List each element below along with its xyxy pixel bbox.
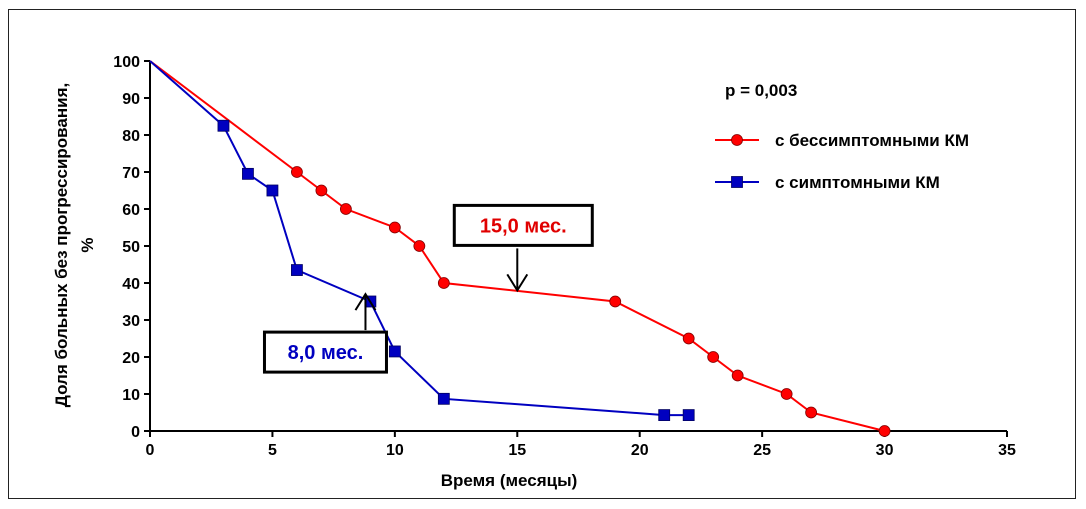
legend-marker [731,134,743,146]
y-tick-label: 70 [122,165,140,182]
y-axis-label-unit: % [78,237,97,252]
y-tick-label: 10 [122,387,140,404]
annotation-label: 8,0 мес. [288,342,364,364]
y-tick-label: 90 [122,91,140,108]
data-point [437,277,450,289]
annotation-box [452,203,594,247]
x-tick-label: 0 [146,442,155,459]
x-tick-label: 5 [268,442,277,459]
data-point [388,345,401,358]
y-tick-label: 30 [122,313,140,330]
y-tick-label: 20 [122,350,140,367]
annotation-arrowhead [506,273,529,293]
x-axis-label: Время (месяцы) [441,471,578,490]
data-point [780,388,793,400]
chart: p = 0,003 Время (месяцы) Доля больных бе… [52,54,1016,490]
data-point [609,295,622,308]
data-point [731,369,744,382]
data-point [437,392,450,405]
x-tick-label: 35 [998,442,1016,459]
annotation-arrowhead [354,292,377,311]
x-tick-label: 25 [753,442,771,459]
data-point [291,166,303,178]
series-line-2 [149,60,689,417]
y-tick-label: 80 [122,128,140,145]
median-annotation: 8,0 мес. [262,292,388,374]
data-point [707,351,720,363]
data-point [682,409,695,421]
chart-frame: p = 0,003 Время (месяцы) Доля больных бе… [8,9,1076,499]
x-tick-label: 20 [631,442,649,459]
data-point [339,203,352,215]
x-tick-label: 15 [508,442,526,459]
y-tick-label: 0 [131,424,140,441]
legend-label: с симптомными КМ [775,173,940,192]
data-point [413,240,426,252]
legend-label: с бессимптомными КМ [775,131,969,150]
y-tick-label: 40 [122,276,140,293]
legend: с бессимптомными КМ с симптомными КМ [715,131,969,192]
series-lines [149,60,891,437]
p-value-label: p = 0,003 [725,81,797,100]
x-tick-label: 10 [386,442,404,459]
axes: 0 10 20 30 40 50 60 70 80 90 100 0 5 10 15 20 25 30 35 [113,54,1016,459]
data-point [291,264,303,276]
y-tick-label: 50 [122,239,140,256]
data-point [878,425,891,437]
annotation-label: 15,0 мес. [480,215,567,237]
data-point [658,409,671,421]
y-tick-label: 60 [122,202,140,219]
data-point [242,167,254,180]
data-point [388,221,401,234]
data-point [217,119,230,132]
annotation-box [262,330,388,374]
x-tick-label: 30 [876,442,894,459]
median-annotation: 15,0 мес. [452,203,594,293]
data-point [805,406,818,419]
data-point [682,332,695,345]
data-point [266,184,279,197]
data-point [315,184,328,197]
y-axis-label: Доля больных без прогрессирования, [52,83,71,407]
annotations: 15,0 мес. 8,0 мес. [262,203,594,374]
y-tick-label: 100 [113,54,140,71]
legend-marker [731,176,743,188]
